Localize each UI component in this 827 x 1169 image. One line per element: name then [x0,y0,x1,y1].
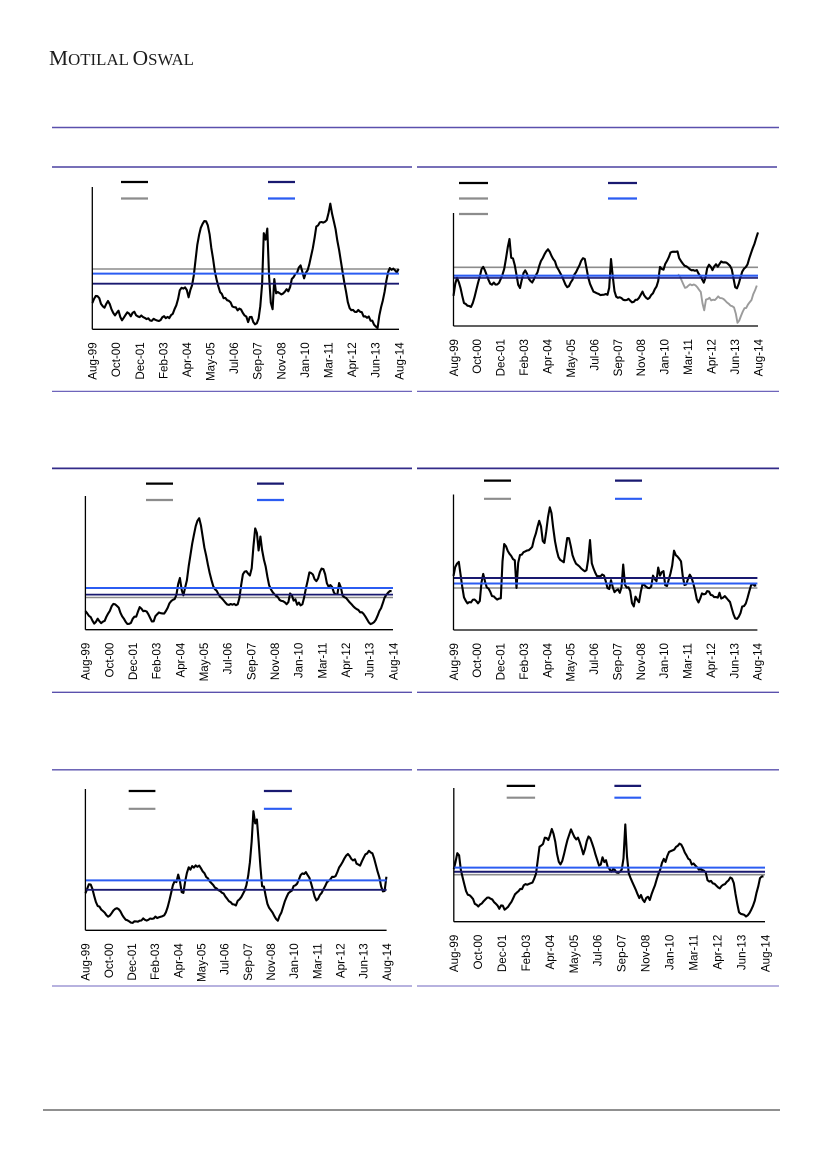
svg-text:Mar-11: Mar-11 [688,935,701,971]
svg-text:Aug-99: Aug-99 [448,643,461,680]
svg-text:May-05: May-05 [565,339,578,378]
svg-text:Mar-11: Mar-11 [316,643,329,679]
svg-text:Sep-07: Sep-07 [242,943,255,980]
svg-text:Mar-11: Mar-11 [682,643,695,679]
svg-text:Aug-14: Aug-14 [759,934,772,972]
svg-text:Sep-07: Sep-07 [612,339,625,376]
svg-text:Aug-14: Aug-14 [387,642,400,680]
svg-text:Oct-00: Oct-00 [471,339,484,374]
svg-text:Nov-08: Nov-08 [640,935,653,972]
svg-text:Jul-06: Jul-06 [588,339,601,371]
svg-text:May-05: May-05 [196,943,209,982]
svg-text:Aug-14: Aug-14 [381,943,394,981]
svg-text:May-05: May-05 [568,935,581,974]
svg-text:Aug-14: Aug-14 [752,338,765,376]
svg-text:Nov-08: Nov-08 [269,643,282,680]
svg-text:Jul-06: Jul-06 [222,643,235,675]
svg-text:Feb-03: Feb-03 [520,935,533,972]
svg-text:Dec-01: Dec-01 [495,643,508,680]
svg-text:Dec-01: Dec-01 [495,339,508,376]
svg-text:May-05: May-05 [205,342,218,381]
svg-text:Dec-01: Dec-01 [126,943,139,980]
svg-text:Feb-03: Feb-03 [149,943,162,980]
svg-text:Oct-00: Oct-00 [103,643,116,678]
svg-text:Jul-06: Jul-06 [588,643,601,675]
svg-text:Sep-07: Sep-07 [611,643,624,680]
svg-text:Aug-99: Aug-99 [80,643,93,680]
svg-text:Feb-03: Feb-03 [518,339,531,376]
svg-text:Aug-14: Aug-14 [752,642,765,680]
svg-text:Jul-06: Jul-06 [592,935,605,967]
svg-text:Apr-12: Apr-12 [705,643,718,678]
svg-text:Feb-03: Feb-03 [157,342,170,379]
svg-text:May-05: May-05 [198,643,211,682]
svg-text:Nov-08: Nov-08 [635,643,648,680]
svg-text:Jan-10: Jan-10 [658,643,671,678]
svg-text:Apr-12: Apr-12 [711,935,724,970]
svg-text:Aug-99: Aug-99 [448,935,461,972]
svg-text:May-05: May-05 [565,643,578,682]
svg-text:Apr-04: Apr-04 [544,934,557,969]
svg-text:Oct-00: Oct-00 [103,943,116,978]
svg-text:Apr-12: Apr-12 [706,339,719,374]
svg-text:Dec-01: Dec-01 [127,643,140,680]
svg-text:Feb-03: Feb-03 [151,643,164,680]
svg-text:Jan-10: Jan-10 [664,935,677,970]
svg-text:Aug-99: Aug-99 [80,943,93,980]
svg-text:Jun-13: Jun-13 [735,935,748,970]
svg-text:Oct-00: Oct-00 [472,935,485,970]
svg-text:Sep-07: Sep-07 [616,935,629,972]
svg-text:Aug-99: Aug-99 [448,339,461,376]
svg-text:Apr-04: Apr-04 [181,342,194,377]
svg-text:Sep-07: Sep-07 [252,342,265,379]
svg-text:Mar-11: Mar-11 [311,943,324,979]
svg-text:Apr-04: Apr-04 [542,338,555,373]
svg-text:Jan-10: Jan-10 [659,339,672,374]
svg-text:Aug-14: Aug-14 [393,342,406,380]
svg-text:Oct-00: Oct-00 [471,643,484,678]
svg-text:Dec-01: Dec-01 [134,342,147,379]
svg-text:Mar-11: Mar-11 [682,339,695,375]
svg-text:Nov-08: Nov-08 [275,342,288,379]
svg-text:Apr-04: Apr-04 [541,642,554,677]
svg-text:Apr-04: Apr-04 [174,642,187,677]
svg-text:Dec-01: Dec-01 [496,935,509,972]
svg-text:Sep-07: Sep-07 [245,643,258,680]
svg-text:Jun-13: Jun-13 [370,342,383,377]
svg-text:Aug-99: Aug-99 [87,342,100,379]
svg-text:Jul-06: Jul-06 [219,943,232,975]
svg-text:Jun-13: Jun-13 [358,943,371,978]
svg-text:Jan-10: Jan-10 [293,643,306,678]
svg-text:Jun-13: Jun-13 [364,643,377,678]
svg-text:Mar-11: Mar-11 [323,342,336,378]
svg-text:Apr-12: Apr-12 [346,342,359,377]
svg-text:Jan-10: Jan-10 [288,943,301,978]
svg-text:Jun-13: Jun-13 [728,643,741,678]
svg-text:Jul-06: Jul-06 [228,342,241,374]
svg-text:Jan-10: Jan-10 [299,342,312,377]
svg-text:Apr-12: Apr-12 [335,943,348,978]
svg-text:Apr-04: Apr-04 [172,943,185,978]
svg-text:Nov-08: Nov-08 [265,943,278,980]
svg-text:Jun-13: Jun-13 [729,339,742,374]
svg-text:Feb-03: Feb-03 [518,643,531,680]
svg-text:Apr-12: Apr-12 [340,643,353,678]
svg-text:Nov-08: Nov-08 [635,339,648,376]
svg-text:Oct-00: Oct-00 [110,342,123,377]
